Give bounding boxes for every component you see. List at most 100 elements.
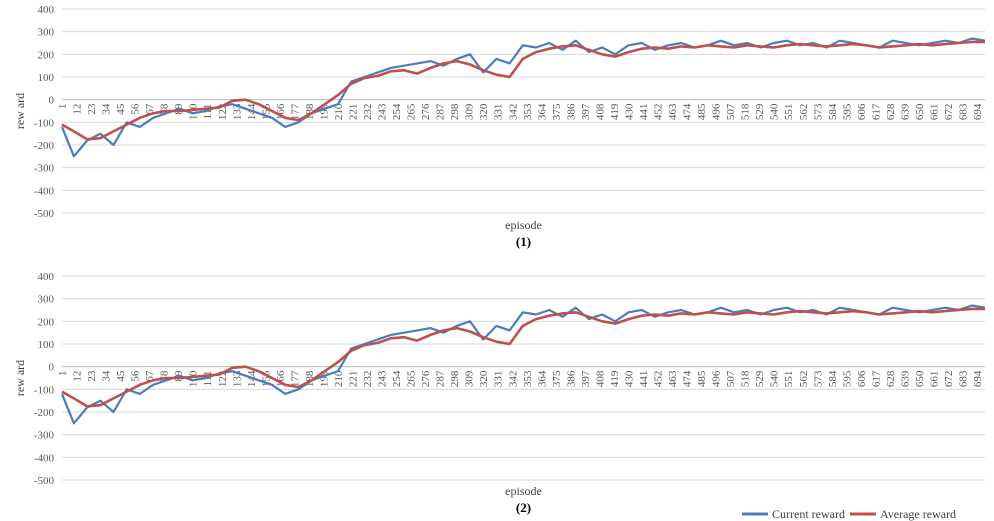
x-tick-label: 496 <box>711 370 723 387</box>
x-tick-label: 628 <box>885 103 897 120</box>
x-tick-label: 507 <box>725 103 737 120</box>
x-tick-label: 287 <box>435 103 447 120</box>
x-tick-label: 56 <box>130 370 142 382</box>
x-tick-label: 364 <box>536 370 548 387</box>
x-tick-label: 309 <box>464 103 476 120</box>
y-tick-label: 0 <box>49 95 55 107</box>
y-tick-label: 200 <box>38 316 55 328</box>
x-tick-label: 100 <box>188 103 200 120</box>
x-tick-label: 67 <box>144 370 156 382</box>
x-tick-label: 34 <box>101 103 113 115</box>
x-tick-label: 210 <box>333 103 345 120</box>
x-tick-label: 100 <box>188 370 200 387</box>
legend-label: Current reward <box>772 507 845 521</box>
x-tick-label: 375 <box>551 370 563 387</box>
x-tick-label: 254 <box>391 103 403 120</box>
x-tick-label: 419 <box>609 370 621 387</box>
x-tick-label: 232 <box>362 104 374 121</box>
x-tick-label: 507 <box>725 370 737 387</box>
x-tick-label: 617 <box>870 103 882 120</box>
x-tick-label: 639 <box>899 103 911 120</box>
y-tick-label: -400 <box>34 452 55 464</box>
series-line-current-reward <box>60 304 986 425</box>
x-tick-label: 67 <box>144 103 156 115</box>
series-line-average-reward <box>61 40 985 141</box>
y-tick-label: -200 <box>34 407 55 419</box>
y-tick-label: 400 <box>38 4 55 16</box>
x-tick-label: 617 <box>870 370 882 387</box>
x-tick-label: 474 <box>682 370 694 387</box>
x-tick-label: 650 <box>914 103 926 120</box>
x-tick-label: 342 <box>507 104 519 121</box>
legend: Current reward Average reward <box>742 507 956 521</box>
x-tick-label: 661 <box>929 371 941 388</box>
x-tick-label: 210 <box>333 370 345 387</box>
x-tick-label: 78 <box>159 370 171 382</box>
y-tick-label: -500 <box>34 475 55 487</box>
y-tick-label: -300 <box>34 430 55 442</box>
x-tick-label: 463 <box>667 103 679 120</box>
x-tick-label: 298 <box>449 370 461 387</box>
x-tick-label: 518 <box>740 370 752 387</box>
y-tick-label: -400 <box>34 185 55 197</box>
x-tick-label: 1 <box>57 371 69 377</box>
x-tick-label: 452 <box>653 371 665 388</box>
x-tick-label: 496 <box>711 103 723 120</box>
x-tick-label: 639 <box>899 370 911 387</box>
x-tick-label: 694 <box>972 370 984 387</box>
y-tick-label: 100 <box>38 72 55 84</box>
x-tick-label: 683 <box>958 103 970 120</box>
x-tick-label: 331 <box>493 371 505 388</box>
x-tick-label: 606 <box>856 103 868 120</box>
x-tick-label: 12 <box>72 104 84 115</box>
x-tick-label: 540 <box>769 370 781 387</box>
x-tick-label: 221 <box>348 371 360 388</box>
x-tick-label: 672 <box>943 371 955 388</box>
x-tick-label: 452 <box>653 104 665 121</box>
y-tick-label: -200 <box>34 140 55 152</box>
x-tick-label: 243 <box>377 103 389 120</box>
y-tick-label: -500 <box>34 208 55 220</box>
x-tick-label: 562 <box>798 371 810 388</box>
x-tick-label: 364 <box>536 103 548 120</box>
x-tick-label: 56 <box>130 103 142 115</box>
x-tick-label: 408 <box>594 103 606 120</box>
x-tick-label: 78 <box>159 103 171 115</box>
x-tick-label: 177 <box>289 370 301 387</box>
x-tick-label: 386 <box>565 370 577 387</box>
x-tick-label: 683 <box>958 370 970 387</box>
x-tick-label: 672 <box>943 104 955 121</box>
y-tick-label: 300 <box>38 294 55 306</box>
x-tick-label: 573 <box>812 103 824 120</box>
x-tick-label: 12 <box>72 371 84 382</box>
x-tick-label: 441 <box>638 371 650 388</box>
x-tick-label: 287 <box>435 370 447 387</box>
x-tick-label: 529 <box>754 370 766 387</box>
x-tick-label: 353 <box>522 370 534 387</box>
x-axis-label: episode <box>505 218 542 232</box>
x-tick-label: 23 <box>86 370 98 382</box>
x-tick-label: 529 <box>754 103 766 120</box>
x-tick-label: 474 <box>682 103 694 120</box>
x-tick-label: 573 <box>812 370 824 387</box>
x-tick-label: 34 <box>101 370 113 382</box>
y-axis-label: rew ard <box>13 360 27 396</box>
x-tick-label: 650 <box>914 370 926 387</box>
x-tick-label: 628 <box>885 370 897 387</box>
x-tick-label: 595 <box>841 103 853 120</box>
x-tick-label: 606 <box>856 370 868 387</box>
x-tick-label: 353 <box>522 103 534 120</box>
x-tick-label: 430 <box>623 103 635 120</box>
x-tick-label: 661 <box>929 104 941 121</box>
y-axis-label: rew ard <box>13 93 27 129</box>
x-tick-label: 584 <box>827 370 839 387</box>
x-tick-label: 397 <box>580 370 592 387</box>
x-tick-label: 551 <box>783 104 795 121</box>
x-tick-label: 540 <box>769 103 781 120</box>
x-tick-label: 463 <box>667 370 679 387</box>
x-tick-label: 177 <box>289 103 301 120</box>
x-tick-label: 276 <box>420 103 432 120</box>
